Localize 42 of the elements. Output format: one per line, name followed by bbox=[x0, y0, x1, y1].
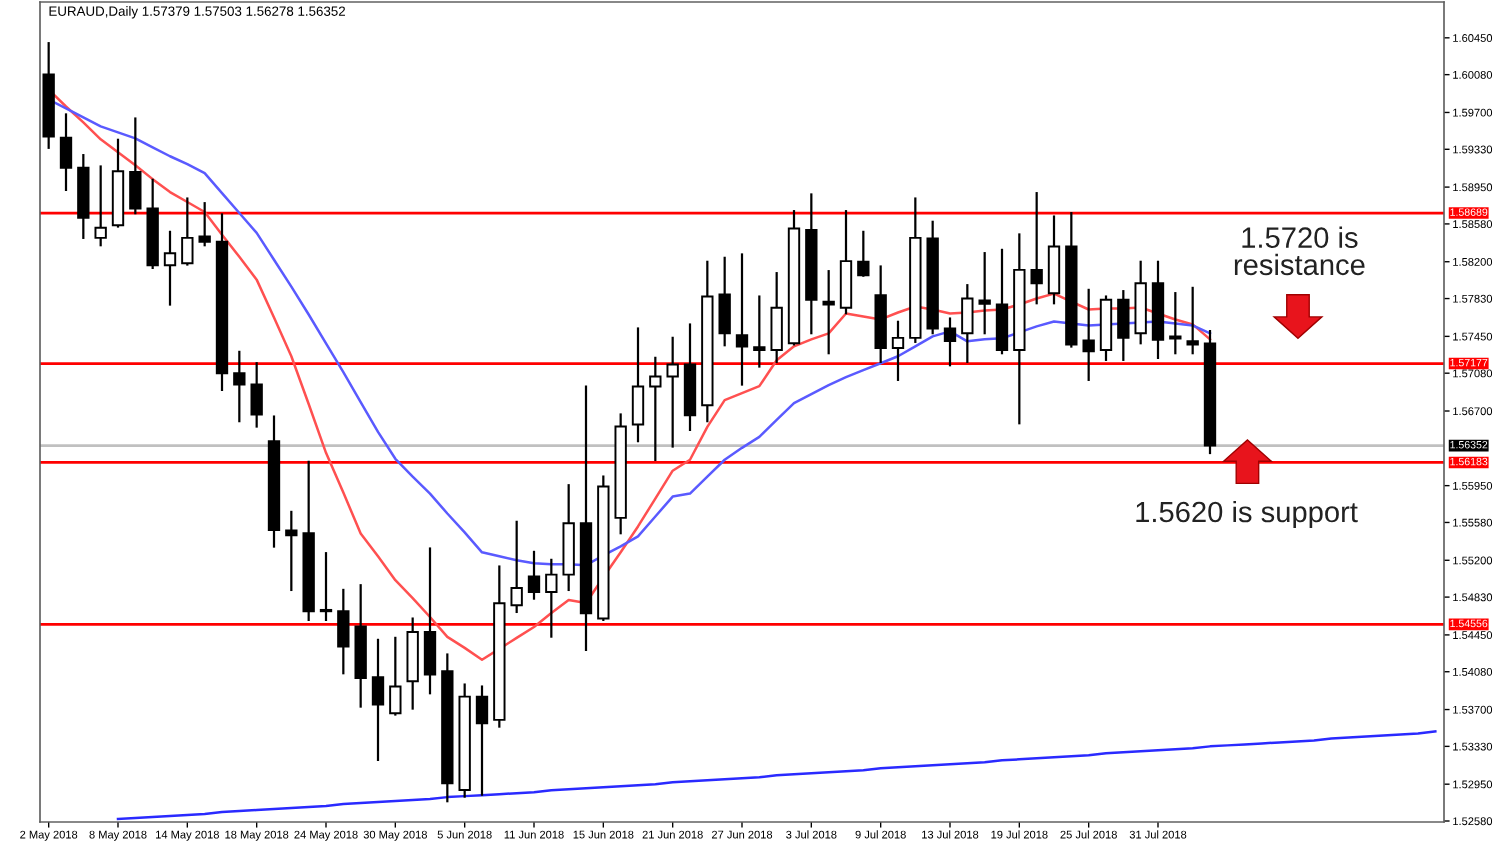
candlestick bbox=[753, 295, 766, 368]
annotation: 1.5620 is support bbox=[1136, 500, 1358, 529]
candlestick bbox=[163, 230, 177, 306]
candlestick bbox=[943, 317, 957, 367]
candlestick bbox=[839, 210, 853, 315]
candlestick bbox=[1030, 192, 1043, 305]
candlestick bbox=[666, 336, 679, 448]
candlestick bbox=[129, 117, 142, 215]
candlestick bbox=[822, 270, 835, 355]
candlestick bbox=[423, 547, 437, 695]
candlestick bbox=[285, 510, 298, 592]
candlestick bbox=[770, 272, 783, 363]
candlestick bbox=[527, 550, 541, 600]
candlestick bbox=[250, 362, 263, 428]
candlestick bbox=[475, 685, 489, 796]
candlestick bbox=[1082, 288, 1095, 381]
candlestick bbox=[735, 253, 749, 386]
candlestick bbox=[337, 588, 350, 675]
candlestick bbox=[857, 230, 870, 277]
candlestick bbox=[631, 327, 645, 443]
candlestick bbox=[510, 520, 523, 614]
candlestick bbox=[233, 350, 246, 423]
candlestick bbox=[978, 252, 991, 335]
candlestick bbox=[371, 638, 385, 762]
candlestick bbox=[995, 248, 1009, 355]
candlestick bbox=[1169, 292, 1182, 355]
candlestick bbox=[389, 636, 402, 716]
candlestick bbox=[59, 113, 73, 191]
candlestick bbox=[198, 202, 211, 247]
line-series bbox=[116, 730, 1437, 821]
candlestick bbox=[545, 558, 558, 638]
candlestick bbox=[1117, 290, 1130, 361]
candlestick bbox=[649, 356, 662, 461]
candlestick bbox=[319, 552, 333, 621]
candlestick bbox=[718, 256, 731, 347]
candlestick bbox=[1186, 286, 1199, 355]
candlestick bbox=[94, 165, 107, 247]
candlestick bbox=[891, 320, 905, 381]
candlestick bbox=[961, 284, 974, 363]
annotation: 1.5720 is resistance bbox=[1234, 226, 1365, 276]
candlestick bbox=[1047, 215, 1061, 305]
candlestick bbox=[181, 197, 194, 266]
